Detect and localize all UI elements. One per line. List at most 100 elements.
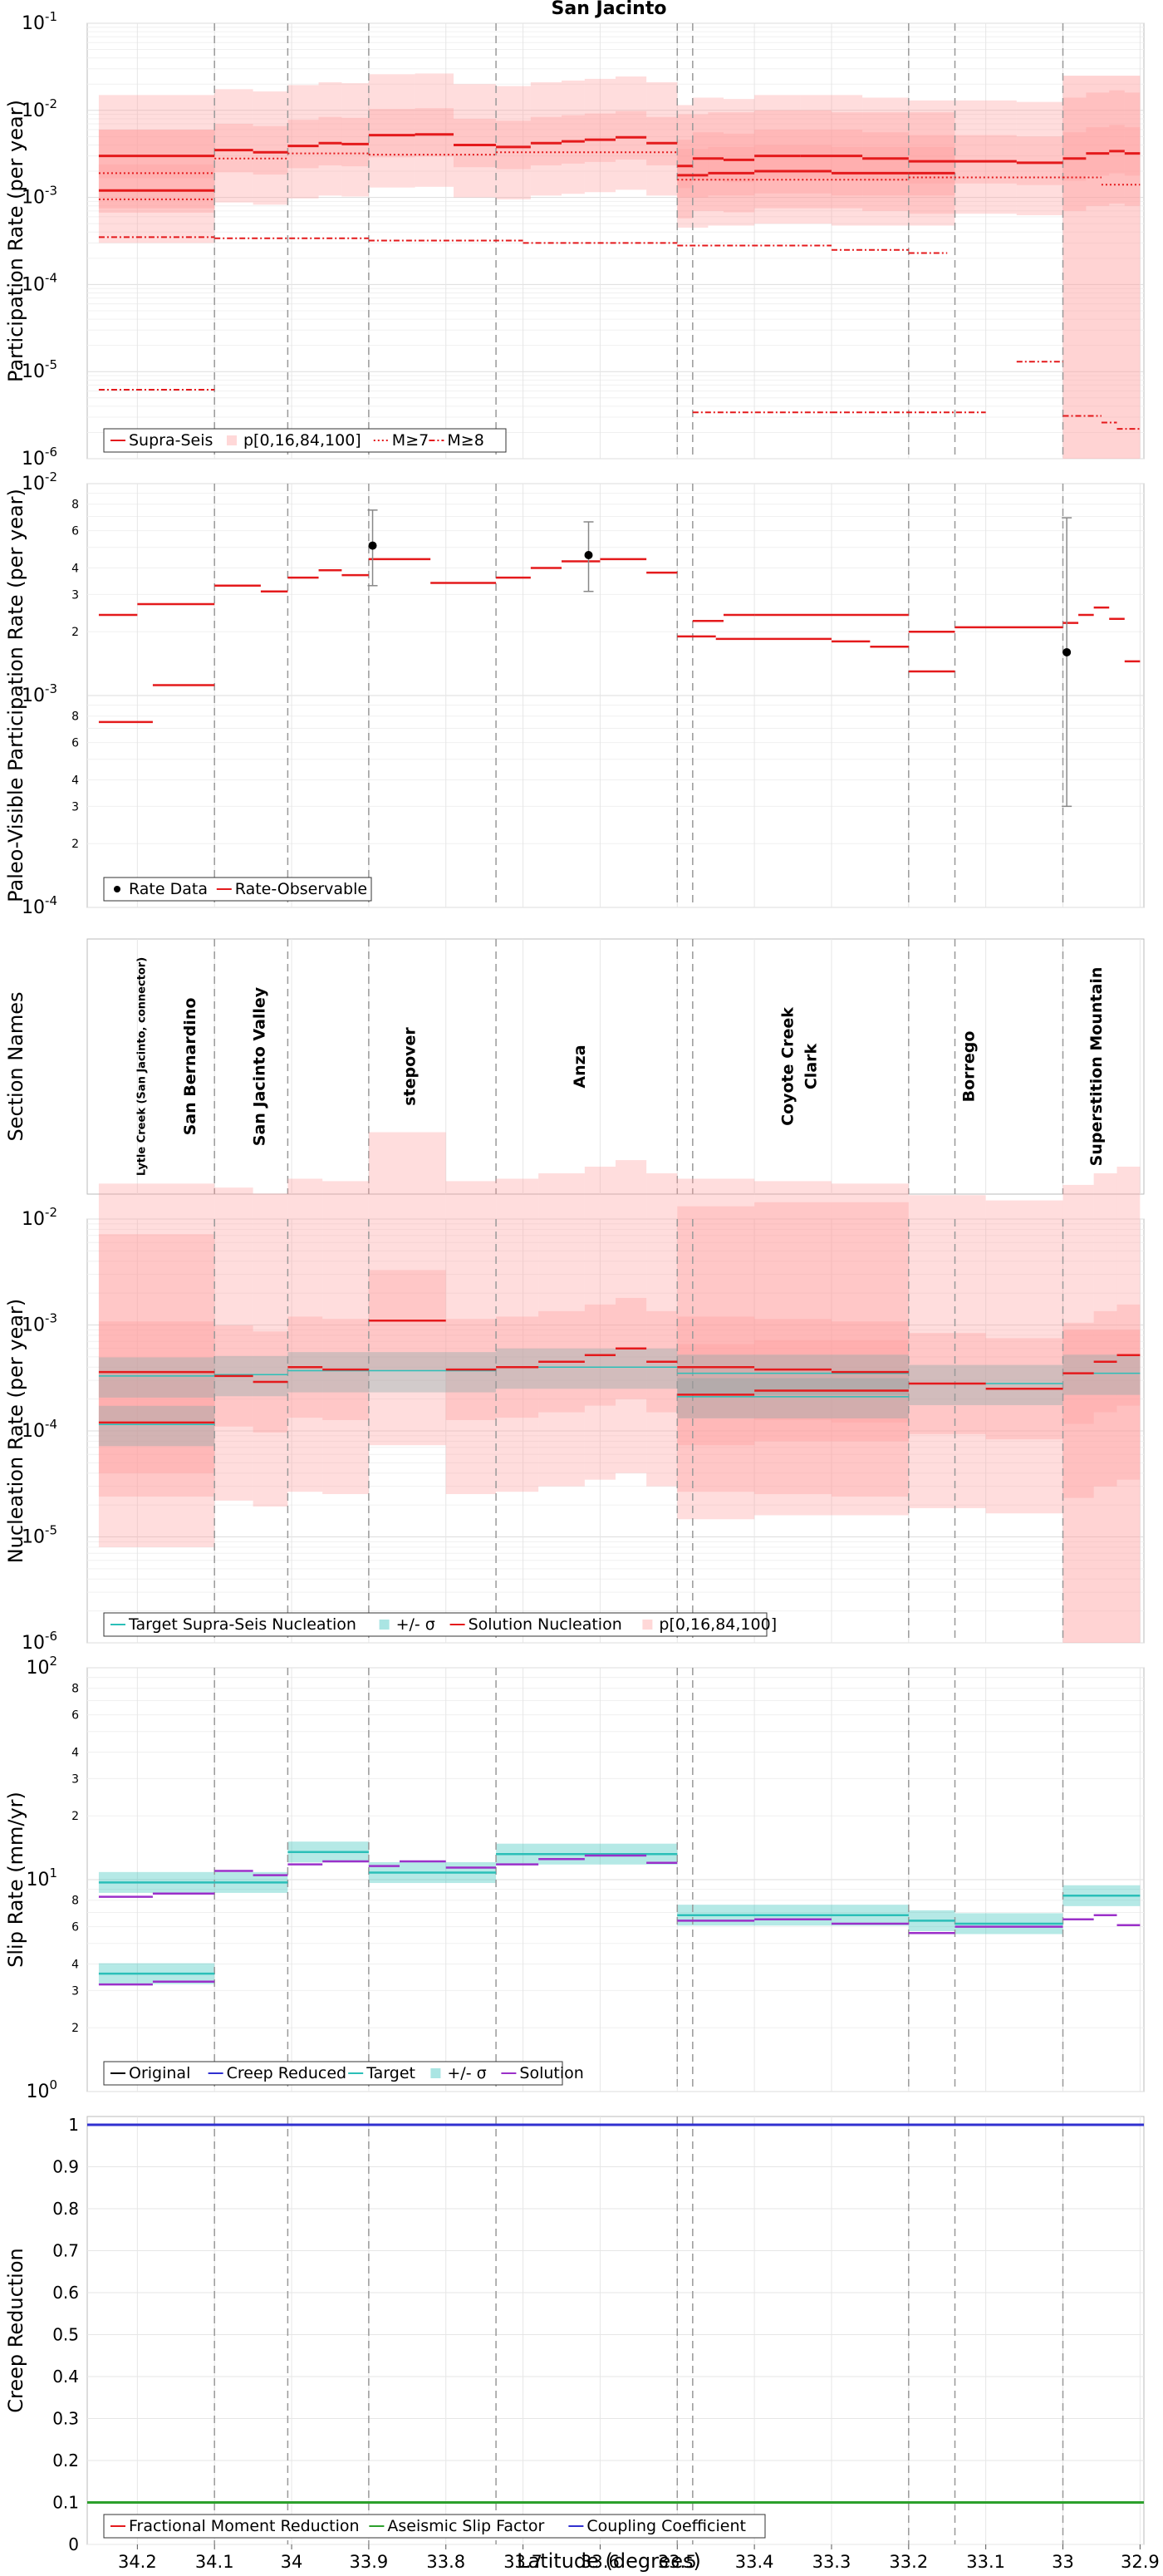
- x-axis: 34.2 34.1 34 33.9 33.8 33.7 33.6 33.5 33.4 33.3 33…: [118, 2544, 1160, 2572]
- percentile-band: [318, 116, 342, 166]
- percentile-band: [584, 113, 616, 162]
- y-axis-label: Creep Reduction: [4, 2248, 27, 2412]
- percentile-band: [530, 82, 562, 196]
- percentile-band: [454, 118, 497, 168]
- sigma-band: [287, 1352, 369, 1393]
- percentile-band: [1062, 132, 1087, 181]
- x-tick-label: 33.1: [966, 2552, 1005, 2572]
- percentile-band: [754, 1202, 909, 1516]
- y-minor-tick-label: 6: [71, 737, 79, 750]
- percentile-band: [415, 108, 454, 157]
- y-tick-label: 10-5: [22, 1523, 57, 1548]
- x-tick-label: 33.5: [658, 2552, 697, 2572]
- percentile-band: [1124, 127, 1141, 176]
- legend-swatch: [642, 1620, 653, 1630]
- percentile-band: [954, 135, 1017, 184]
- percentile-band: [1062, 97, 1087, 211]
- percentile-band: [415, 73, 454, 187]
- percentile-band: [341, 83, 369, 197]
- figure-title: San Jacinto: [552, 0, 667, 19]
- x-tick-label: 33.3: [812, 2552, 851, 2572]
- participation-rate-panel: Participation Rate (per year) 10-6 10-5 10-…: [4, 9, 1145, 469]
- y-minor-tick-label: 2: [71, 2022, 79, 2035]
- percentile-band: [98, 1183, 215, 1497]
- percentile-band: [530, 116, 562, 166]
- y-tick-exponent: 2: [49, 1654, 57, 1669]
- legend-label: Coupling Coefficient: [586, 2517, 746, 2535]
- percentile-band: [1062, 1184, 1094, 1498]
- percentile-band: [562, 80, 585, 194]
- plot-frame: [86, 938, 1145, 1195]
- legend-label: Target: [366, 2064, 415, 2082]
- legend-label: Rate Data: [129, 880, 208, 898]
- y-tick-exponent: -3: [45, 184, 57, 199]
- percentile-band: [454, 84, 497, 198]
- percentile-band: [214, 89, 253, 203]
- sigma-band: [98, 1405, 215, 1447]
- y-tick-label: 1: [68, 2115, 79, 2135]
- percentile-band: [214, 1187, 253, 1501]
- y-axis-label: Nucleation Rate (per year): [4, 1299, 27, 1564]
- percentile-band: [800, 95, 863, 209]
- paleo-rate-panel: Paleo-Visible Participation Rate (per ye…: [4, 469, 1145, 918]
- y-tick-exponent: -6: [45, 445, 57, 460]
- y-tick-exponent: -4: [45, 270, 57, 285]
- y-tick-label: 0.1: [52, 2493, 79, 2513]
- legend-swatch: [114, 886, 120, 892]
- y-tick-label: 0.4: [52, 2367, 79, 2387]
- y-tick-label: 10-4: [22, 270, 57, 295]
- percentile-band: [98, 164, 215, 214]
- y-minor-tick-label: 2: [71, 1810, 79, 1823]
- x-tick-label: 32.9: [1121, 2552, 1160, 2572]
- creep-reduction-panel: Creep Reduction 0 0.1 0.2 0.3 0.4 0.5 0.6 0.7 0.8…: [4, 2115, 1145, 2554]
- percentile-band: [1062, 76, 1141, 459]
- percentile-band: [708, 146, 755, 196]
- percentile-band: [98, 130, 215, 179]
- percentile-band: [646, 82, 678, 196]
- y-tick-exponent: -1: [45, 9, 57, 24]
- legend-box: [103, 1612, 768, 1637]
- percentile-band: [754, 145, 832, 194]
- x-tick-label: 34.1: [195, 2552, 234, 2572]
- y-minor-tick-label: 6: [71, 1921, 79, 1934]
- percentile-band: [692, 97, 724, 211]
- percentile-band: [677, 1178, 755, 1492]
- y-tick-exponent: -5: [45, 357, 57, 372]
- percentile-band: [754, 110, 832, 224]
- y-tick-label: 10-2: [22, 469, 57, 494]
- percentile-band: [98, 130, 215, 243]
- y-tick-label: 10-4: [22, 1417, 57, 1442]
- y-tick-label: 10-1: [22, 9, 57, 34]
- percentile-band: [723, 99, 755, 213]
- percentile-band: [677, 1206, 755, 1520]
- percentile-band: [985, 1200, 1063, 1514]
- percentile-band: [908, 146, 955, 196]
- x-axis-label: Latitude (degrees): [517, 2549, 701, 2573]
- rate-data-point: [368, 541, 377, 550]
- x-tick-label: 34: [281, 2552, 303, 2572]
- section-name: San Bernardino: [181, 998, 199, 1136]
- legend-box: [103, 877, 372, 902]
- y-tick-exponent: 1: [49, 1866, 57, 1880]
- y-tick-label: 0.3: [52, 2409, 79, 2429]
- percentile-band: [831, 146, 909, 196]
- y-tick-exponent: -4: [45, 893, 57, 908]
- section-name: Borrego: [960, 1031, 979, 1103]
- y-tick-label: 0.8: [52, 2199, 79, 2219]
- y-tick-exponent: 0: [49, 2077, 57, 2092]
- percentile-band: [1016, 101, 1063, 215]
- y-minor-tick-label: 6: [71, 1709, 79, 1723]
- plot-frame: [86, 22, 1145, 460]
- section-name: Anza: [571, 1045, 589, 1088]
- percentile-band: [1086, 127, 1110, 176]
- y-tick-label: 10-4: [22, 893, 57, 918]
- section-name: San Jacinto Valley: [251, 986, 269, 1146]
- percentile-band: [616, 1160, 647, 1473]
- y-minor-tick-label: 6: [71, 525, 79, 538]
- y-axis-label: Section Names: [4, 991, 27, 1141]
- percentile-band: [1124, 92, 1141, 206]
- legend-label: Rate-Observable: [235, 880, 367, 898]
- y-minor-tick-label: 4: [71, 1746, 79, 1759]
- section-name: stepover: [401, 1027, 420, 1106]
- percentile-band: [908, 1195, 986, 1508]
